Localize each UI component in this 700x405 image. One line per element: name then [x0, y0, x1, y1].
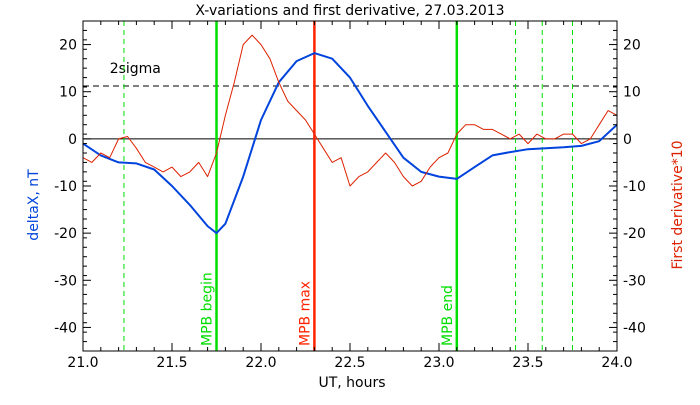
x-tick-label: 21.5 — [156, 355, 187, 371]
x-tick-label: 21.0 — [67, 355, 98, 371]
marker-label: MPB max — [297, 281, 313, 346]
x-tick-label: 22.5 — [334, 355, 365, 371]
y-tick-label-right: 10 — [623, 85, 641, 101]
x-tick-label: 22.0 — [245, 355, 276, 371]
marker-label: MPB end — [440, 285, 456, 346]
x-tick-label: 23.0 — [423, 355, 454, 371]
y-tick-label-left: -10 — [54, 179, 77, 195]
x-tick-label: 24.0 — [601, 355, 632, 371]
x-axis-label: UT, hours — [318, 375, 385, 391]
y-tick-label-left: -20 — [54, 226, 77, 242]
sigma-label: 2sigma — [110, 61, 161, 77]
y-axis-label-left: deltaX, nT — [26, 169, 42, 241]
y-tick-label-left: 10 — [59, 85, 77, 101]
y-tick-label-left: -30 — [54, 273, 77, 289]
y-tick-label-left: -40 — [54, 320, 77, 336]
y-tick-label-right: 0 — [623, 132, 632, 148]
plot-area: 2sigma MPB begin MPB max MPB end 21.0 21.5 22.… — [54, 20, 646, 371]
chart-title: X-variations and first derivative, 27.03… — [195, 3, 504, 19]
marker-label: MPB begin — [200, 272, 216, 346]
derivative-series-line — [82, 34, 618, 187]
y-axis-label-right: First derivative*10 — [670, 140, 686, 269]
deltax-series-line — [82, 52, 618, 235]
y-tick-label-right: -10 — [623, 179, 646, 195]
y-tick-label-left: 0 — [68, 132, 77, 148]
y-tick-label-right: -40 — [623, 320, 646, 336]
x-tick-label: 23.5 — [512, 355, 543, 371]
y-tick-label-right: -20 — [623, 226, 646, 242]
y-tick-label-right: 20 — [623, 38, 641, 54]
y-tick-label-right: -30 — [623, 273, 646, 289]
y-tick-label-left: 20 — [59, 38, 77, 54]
